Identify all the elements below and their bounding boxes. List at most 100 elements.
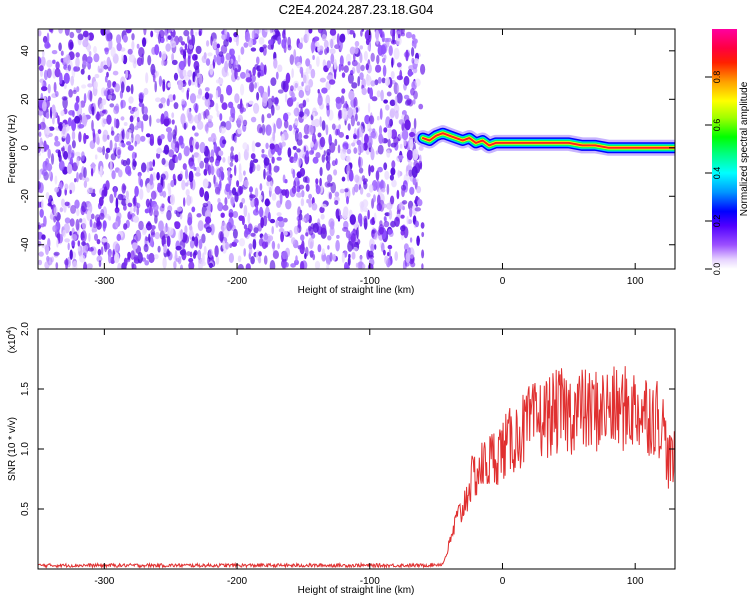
noise-speck: [67, 117, 72, 127]
noise-speck: [416, 237, 421, 243]
noise-speck: [285, 72, 291, 84]
noise-speck: [340, 64, 344, 71]
noise-speck: [96, 255, 103, 263]
noise-speck: [135, 229, 142, 242]
noise-speck: [189, 239, 195, 249]
spectrogram-y-label: Frequency (Hz): [7, 115, 18, 184]
noise-speck: [414, 220, 419, 228]
noise-speck: [266, 175, 272, 182]
colorbar-tick-label: 0.0: [712, 263, 722, 276]
noise-speck: [327, 235, 332, 241]
noise-speck: [113, 186, 117, 198]
noise-speck: [272, 250, 279, 260]
noise-speck: [406, 215, 409, 225]
noise-speck: [134, 106, 140, 119]
noise-speck: [382, 64, 387, 77]
noise-speck: [40, 92, 44, 101]
noise-speck: [60, 147, 65, 152]
noise-speck: [359, 255, 363, 264]
noise-speck: [321, 252, 327, 262]
noise-speck: [195, 141, 200, 150]
noise-speck: [168, 158, 175, 171]
noise-speck: [120, 99, 124, 110]
noise-speck: [284, 262, 289, 268]
noise-speck: [394, 251, 399, 262]
noise-speck: [397, 34, 401, 39]
noise-speck: [381, 31, 385, 43]
noise-speck: [123, 204, 127, 211]
noise-speck: [189, 161, 196, 169]
noise-speck: [173, 178, 177, 186]
noise-speck: [67, 64, 71, 72]
noise-speck: [46, 59, 53, 68]
noise-speck: [368, 30, 372, 43]
noise-speck: [337, 215, 341, 222]
noise-speck: [329, 29, 337, 36]
noise-speck: [323, 39, 329, 49]
snr-frame: [37, 328, 676, 570]
noise-speck: [261, 123, 266, 136]
noise-speck: [104, 75, 108, 83]
colorbar-tick-label: 0.8: [712, 71, 722, 84]
noise-speck: [82, 39, 89, 48]
noise-speck: [325, 254, 331, 266]
noise-speck: [75, 95, 80, 104]
noise-speck: [72, 89, 77, 95]
noise-speck: [387, 138, 391, 148]
noise-speck: [162, 257, 167, 269]
snr-x-tick-label: -300: [94, 576, 114, 587]
noise-speck: [266, 113, 272, 119]
noise-speck: [347, 61, 351, 66]
noise-speck: [227, 101, 234, 109]
noise-speck: [50, 29, 54, 34]
noise-speck: [74, 115, 81, 124]
noise-speck: [277, 36, 282, 45]
noise-speck: [56, 239, 59, 248]
noise-speck: [104, 47, 109, 55]
noise-speck: [64, 238, 70, 243]
noise-speck: [284, 93, 288, 103]
noise-speck: [401, 187, 405, 198]
noise-speck: [168, 186, 172, 197]
noise-speck: [335, 128, 338, 136]
noise-speck: [310, 241, 313, 249]
noise-speck: [228, 36, 232, 43]
noise-speck: [93, 53, 100, 63]
noise-speck: [329, 142, 336, 154]
noise-speck: [202, 178, 209, 189]
noise-speck: [252, 238, 257, 250]
noise-speck: [150, 229, 155, 236]
noise-speck: [271, 240, 276, 250]
noise-speck: [204, 191, 210, 202]
spectrogram-y-tick-label: -40: [20, 237, 31, 252]
noise-speck: [231, 199, 235, 205]
noise-speck: [91, 119, 94, 132]
noise-speck: [138, 102, 143, 108]
noise-speck: [253, 227, 259, 234]
noise-speck: [400, 225, 406, 232]
noise-speck: [60, 58, 64, 63]
noise-speck: [363, 181, 368, 190]
noise-speck: [64, 217, 71, 224]
noise-speck: [262, 46, 267, 56]
noise-speck: [317, 44, 321, 53]
noise-speck: [292, 157, 297, 163]
noise-speck: [205, 216, 212, 224]
noise-speck: [142, 227, 147, 234]
noise-speck: [246, 144, 250, 153]
noise-speck: [249, 186, 253, 193]
noise-speck: [409, 131, 415, 138]
noise-speck: [293, 225, 299, 235]
noise-speck: [38, 224, 42, 229]
noise-speck: [264, 29, 270, 33]
noise-speck: [347, 240, 353, 252]
noise-speck: [281, 189, 288, 196]
noise-speck: [229, 243, 233, 249]
noise-speck: [129, 204, 133, 215]
noise-speck: [183, 122, 187, 130]
noise-speck: [356, 227, 359, 239]
noise-speck: [194, 106, 198, 113]
noise-speck: [184, 225, 188, 234]
noise-speck: [75, 52, 80, 58]
noise-speck: [253, 197, 259, 208]
